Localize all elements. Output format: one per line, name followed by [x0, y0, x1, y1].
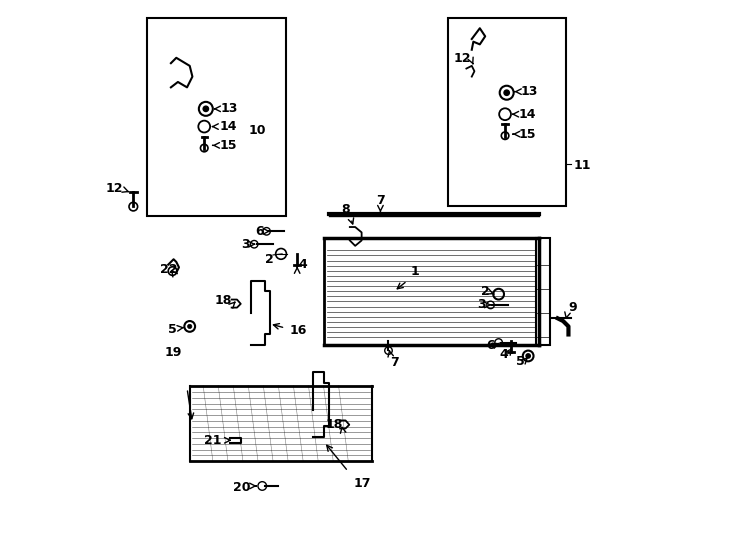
Text: 21: 21 — [205, 434, 222, 447]
Text: 2: 2 — [481, 285, 490, 298]
Text: 7: 7 — [390, 356, 399, 369]
Text: 22: 22 — [160, 264, 178, 276]
Text: 17: 17 — [354, 477, 371, 490]
Text: 19: 19 — [164, 346, 181, 359]
Circle shape — [504, 90, 509, 96]
Bar — [147, 17, 286, 217]
Text: 3: 3 — [241, 238, 250, 251]
Text: 12: 12 — [453, 52, 470, 65]
Text: 15: 15 — [219, 139, 237, 152]
Text: 18: 18 — [214, 294, 232, 307]
Text: 4: 4 — [298, 258, 307, 271]
Text: 11: 11 — [574, 159, 592, 172]
Text: 4: 4 — [499, 348, 508, 361]
Text: 2: 2 — [265, 253, 274, 266]
Text: 9: 9 — [568, 301, 577, 314]
Text: 15: 15 — [518, 127, 536, 140]
Text: 12: 12 — [105, 182, 123, 195]
Text: 18: 18 — [325, 418, 343, 431]
Bar — [448, 17, 566, 206]
Text: 14: 14 — [518, 107, 536, 121]
Text: 8: 8 — [341, 203, 350, 217]
Text: 10: 10 — [249, 124, 266, 137]
Text: 13: 13 — [221, 103, 239, 116]
Bar — [537, 238, 550, 345]
Circle shape — [188, 324, 192, 328]
Circle shape — [203, 106, 208, 112]
Text: 5: 5 — [167, 322, 176, 335]
Circle shape — [526, 354, 531, 358]
Text: 14: 14 — [219, 120, 237, 133]
Text: 5: 5 — [516, 355, 524, 368]
Text: 1: 1 — [411, 265, 420, 278]
Text: 16: 16 — [289, 323, 307, 336]
Text: 3: 3 — [478, 299, 486, 312]
Text: 6: 6 — [255, 225, 264, 238]
Text: 6: 6 — [486, 339, 495, 352]
Text: 7: 7 — [376, 194, 385, 207]
Text: 20: 20 — [233, 481, 250, 494]
Text: 13: 13 — [520, 85, 537, 98]
